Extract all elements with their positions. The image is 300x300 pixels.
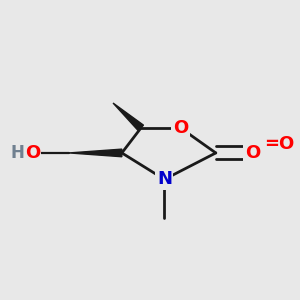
Text: O: O (245, 144, 260, 162)
Text: O: O (173, 119, 188, 137)
Text: =O: =O (264, 135, 295, 153)
Text: N: N (157, 170, 172, 188)
Text: H: H (11, 144, 25, 162)
Polygon shape (69, 149, 122, 157)
Text: O: O (25, 144, 40, 162)
Polygon shape (113, 103, 143, 131)
